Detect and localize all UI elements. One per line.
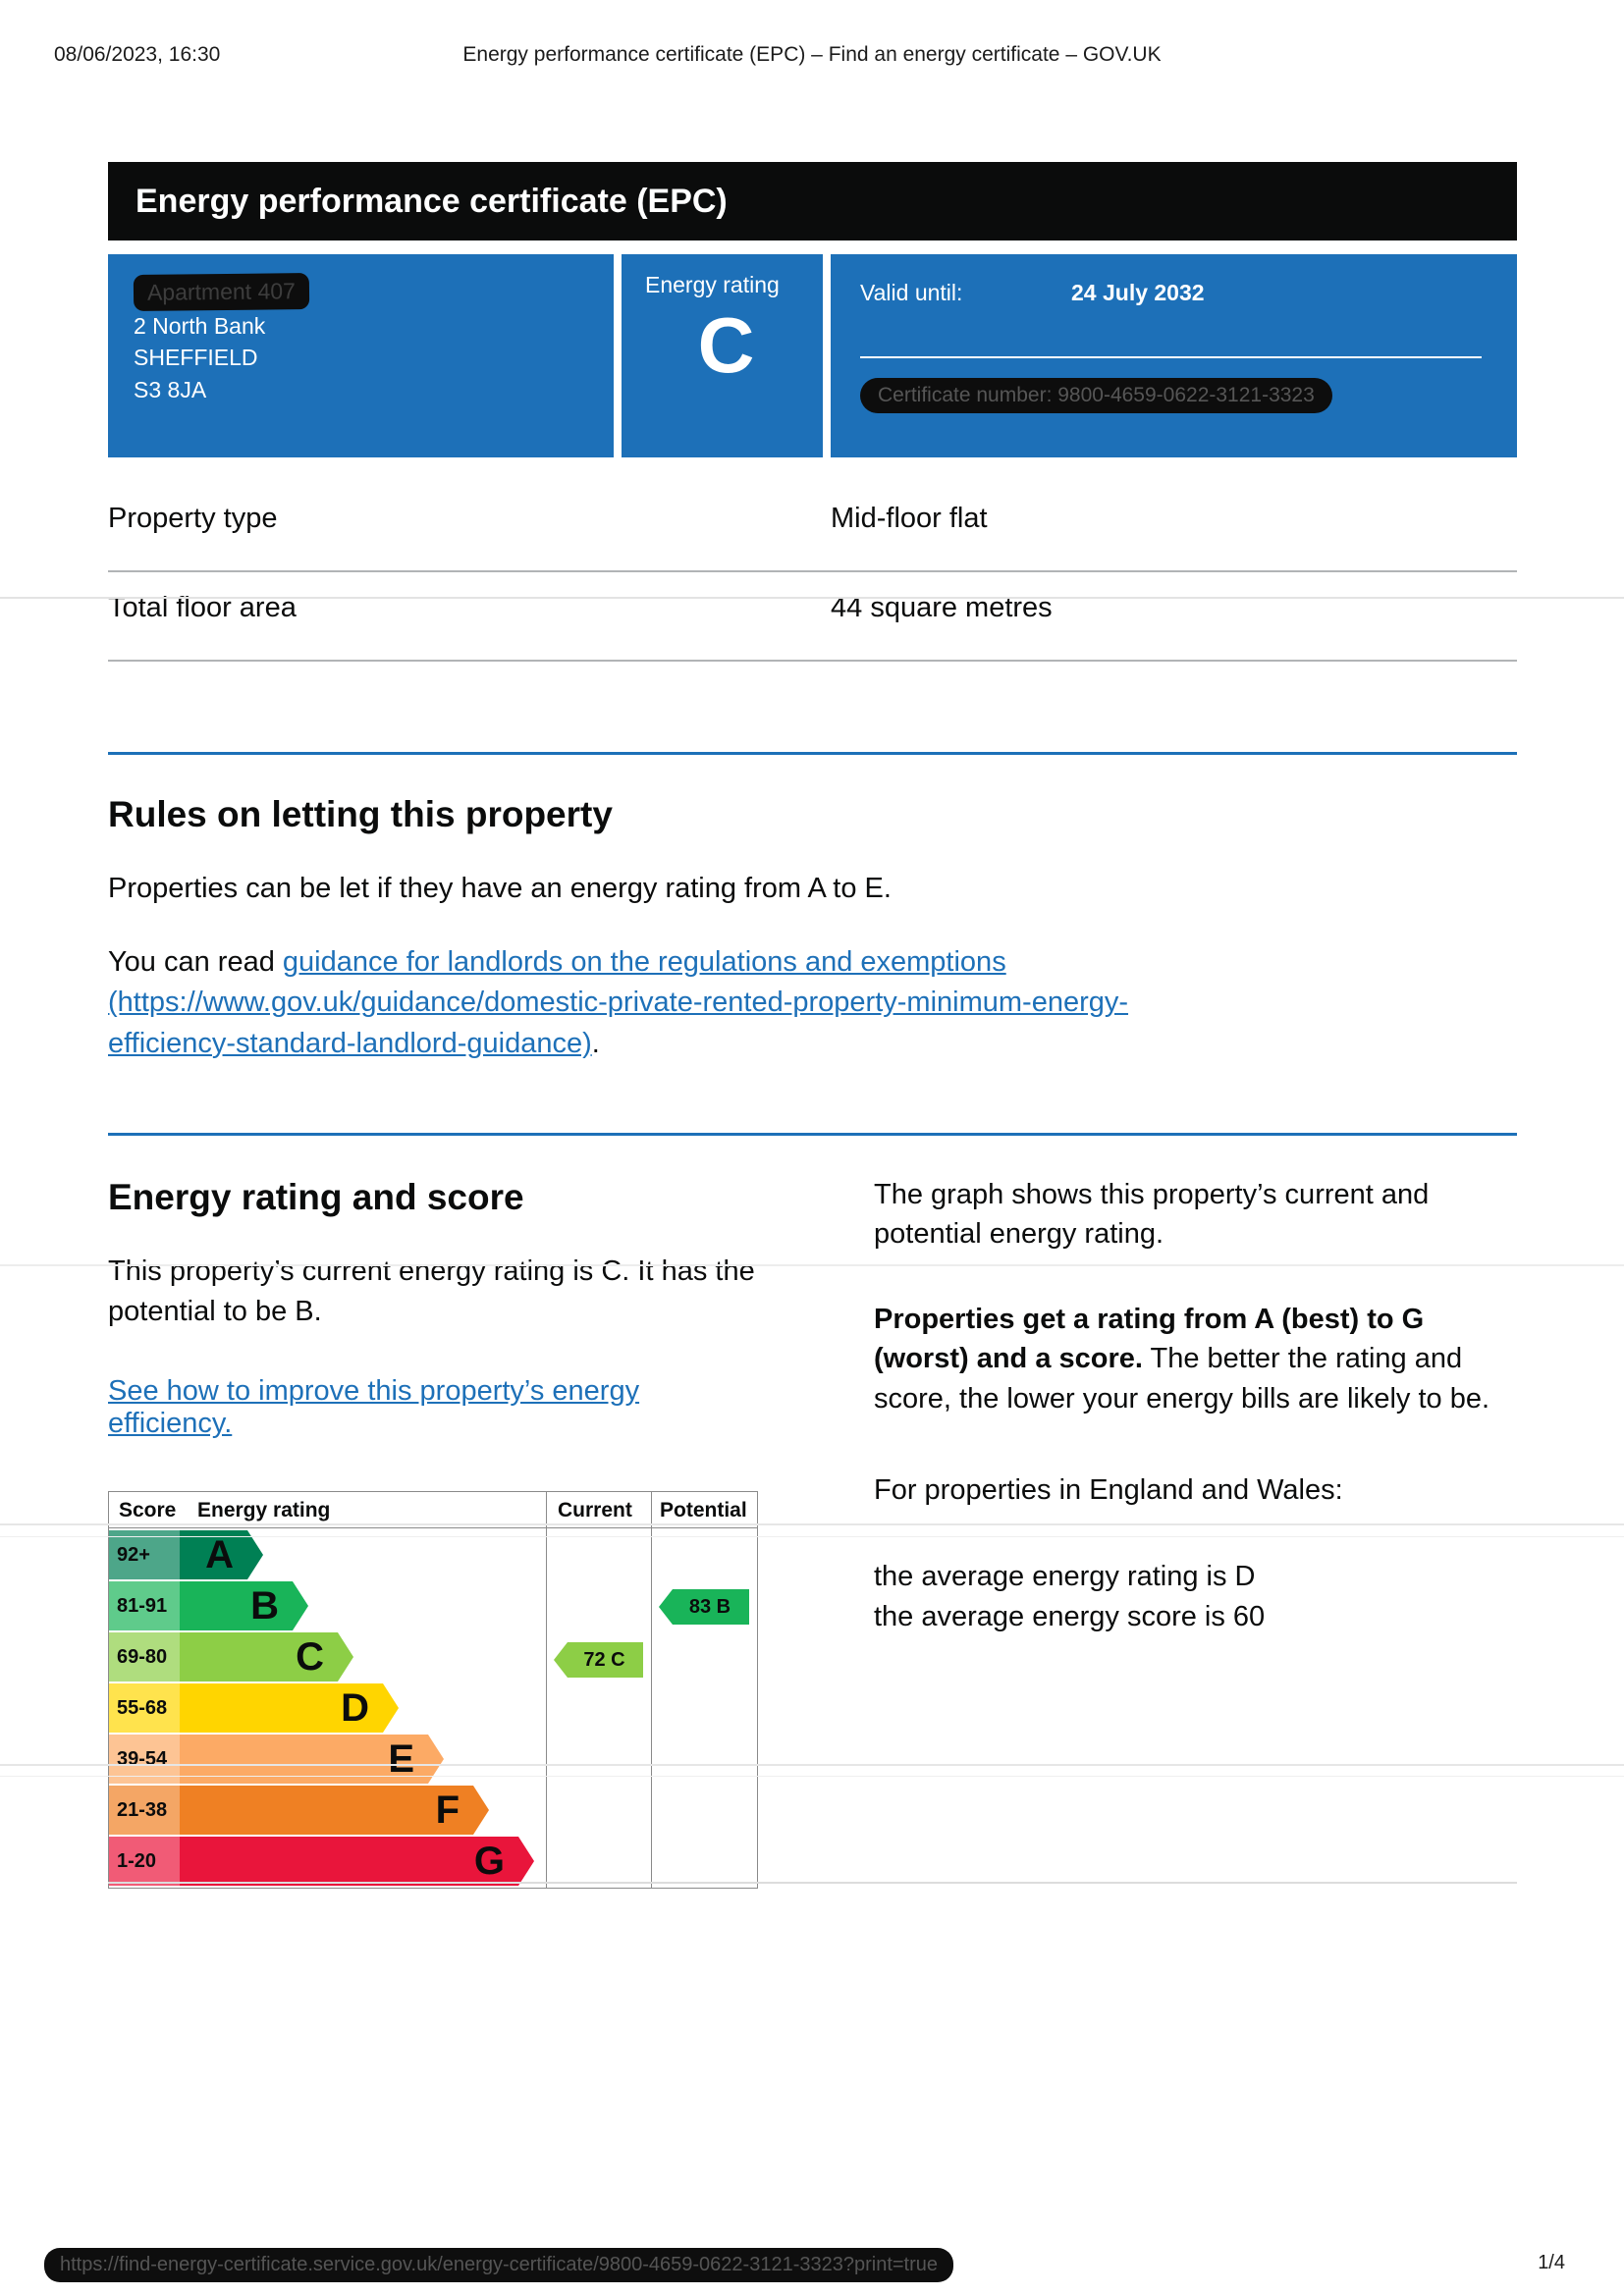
epc-band-row-b: 81-91 B <box>109 1581 757 1631</box>
rules-heading: Rules on letting this property <box>108 794 613 834</box>
section-rule <box>108 1132 1517 1136</box>
energy-rating-label: Energy rating <box>645 272 780 297</box>
epc-band-row-e: 39-54 E <box>109 1735 757 1785</box>
address-line-3: SHEFFIELD <box>134 345 258 371</box>
epc-chart-header-rating: Energy rating <box>197 1499 331 1522</box>
epc-band-d: D <box>180 1683 399 1733</box>
footer-page-number: 1/4 <box>1538 2252 1565 2273</box>
rating-body: This property’s current energy rating is… <box>108 1255 755 1327</box>
ratings-explanation-bold: Properties get a rating from A (best) to… <box>874 1303 1425 1375</box>
detail-row-property-type: Property type Mid-floor flat <box>108 483 1517 572</box>
epc-chart-divider <box>546 1492 547 1889</box>
epc-banner: Energy performance certificate (EPC) <box>108 162 1517 240</box>
average-score-line: the average energy score is 60 <box>874 1600 1266 1632</box>
address-box: Apartment 407 2 North Bank SHEFFIELD S3 … <box>108 254 614 457</box>
energy-rating-box: Energy rating C <box>622 254 823 457</box>
epc-band-e: E <box>180 1735 444 1784</box>
epc-band-row-c: 69-80 C <box>109 1632 757 1682</box>
epc-band-f: F <box>180 1786 489 1835</box>
rules-paragraph-1: Properties can be let if they have an en… <box>108 873 892 904</box>
divider <box>860 356 1482 358</box>
current-rating-arrow: 72 C <box>554 1642 643 1679</box>
redaction-mark: Apartment 407 <box>133 273 310 311</box>
epc-chart-header-current: Current <box>558 1499 632 1522</box>
epc-score-cell: 1-20 <box>109 1837 180 1887</box>
ratings-explanation-rest: The better the rating and score, the low… <box>874 1343 1490 1415</box>
epc-band-row-g: 1-20 G <box>109 1837 757 1887</box>
summary-boxes: Apartment 407 2 North Bank SHEFFIELD S3 … <box>108 254 1517 457</box>
epc-band-g: G <box>180 1837 534 1886</box>
address-line-4: S3 8JA <box>134 376 207 402</box>
detail-value: 44 square metres <box>831 592 1053 623</box>
rules-paragraph-2-prefix: You can read <box>108 946 283 979</box>
detail-row-floor-area: Total floor area 44 square metres <box>108 572 1517 662</box>
region-line: For properties in England and Wales: <box>874 1473 1343 1506</box>
energy-rating-value: C <box>697 301 755 389</box>
epc-document: Energy performance certificate (EPC) Apa… <box>108 162 1517 1890</box>
rating-right-column: The graph shows this property’s current … <box>874 1169 1517 1889</box>
rating-left-column: Energy rating and score This property’s … <box>108 1169 758 1890</box>
rules-paragraph-2-suffix: . <box>591 1027 600 1059</box>
epc-chart-header: Score Energy rating Current Potential <box>109 1492 757 1529</box>
detail-value: Mid-floor flat <box>831 503 988 534</box>
certificate-number-redacted: Certificate number: 9800-4659-0622-3121-… <box>860 378 1332 413</box>
rules-paragraph-2: You can read guidance for landlords on t… <box>108 942 1218 1064</box>
epc-chart-header-potential: Potential <box>660 1499 747 1522</box>
epc-score-cell: 21-38 <box>109 1786 180 1836</box>
epc-band-a: A <box>180 1530 263 1579</box>
epc-chart: Score Energy rating Current Potential 92+ A 81… <box>108 1491 758 1890</box>
detail-label: Total floor area <box>108 592 297 623</box>
average-rating-line: the average energy rating is D <box>874 1561 1256 1593</box>
epc-chart-divider <box>651 1492 652 1889</box>
valid-until-label: Valid until: <box>860 280 963 305</box>
section-rule <box>108 752 1517 755</box>
epc-score-cell: 81-91 <box>109 1581 180 1631</box>
footer-url-redacted: https://find-energy-certificate.service.… <box>44 2248 954 2282</box>
rating-heading: Energy rating and score <box>108 1176 524 1217</box>
epc-score-cell: 69-80 <box>109 1632 180 1682</box>
valid-until-row: Valid until: 24 July 2032 <box>860 280 1488 306</box>
address-line-2: 2 North Bank <box>134 312 266 339</box>
ratings-explanation: Properties get a rating from A (best) to… <box>874 1300 1517 1419</box>
rating-section: Energy rating and score This property’s … <box>108 1169 1517 1890</box>
valid-until-value: 24 July 2032 <box>1071 280 1205 305</box>
property-details: Property type Mid-floor flat Total floor… <box>108 483 1517 662</box>
print-title: Energy performance certificate (EPC) – F… <box>462 43 1162 66</box>
graph-intro: The graph shows this property’s current … <box>874 1178 1430 1251</box>
validity-box: Valid until: 24 July 2032 Certificate num… <box>831 254 1517 457</box>
epc-chart-header-score: Score <box>119 1499 177 1522</box>
address-line-1: Apartment 407 <box>133 273 588 311</box>
epc-score-cell: 39-54 <box>109 1735 180 1785</box>
landlord-guidance-link[interactable]: guidance for landlords on the regulation… <box>108 946 1129 1059</box>
epc-band-b: B <box>180 1581 308 1630</box>
improve-efficiency-link[interactable]: See how to improve this property’s energ… <box>108 1375 640 1440</box>
epc-band-row-d: 55-68 D <box>109 1683 757 1734</box>
epc-band-row-a: 92+ A <box>109 1530 757 1580</box>
print-timestamp: 08/06/2023, 16:30 <box>54 43 221 66</box>
page-title: Energy performance certificate (EPC) <box>135 182 728 220</box>
detail-label: Property type <box>108 503 278 534</box>
potential-rating-arrow: 83 B <box>659 1589 749 1626</box>
print-header: 08/06/2023, 16:30 Energy performance cer… <box>54 43 1570 73</box>
epc-band-row-f: 21-38 F <box>109 1786 757 1836</box>
epc-score-cell: 55-68 <box>109 1683 180 1734</box>
epc-band-c: C <box>180 1632 353 1682</box>
epc-score-cell: 92+ <box>109 1530 180 1580</box>
